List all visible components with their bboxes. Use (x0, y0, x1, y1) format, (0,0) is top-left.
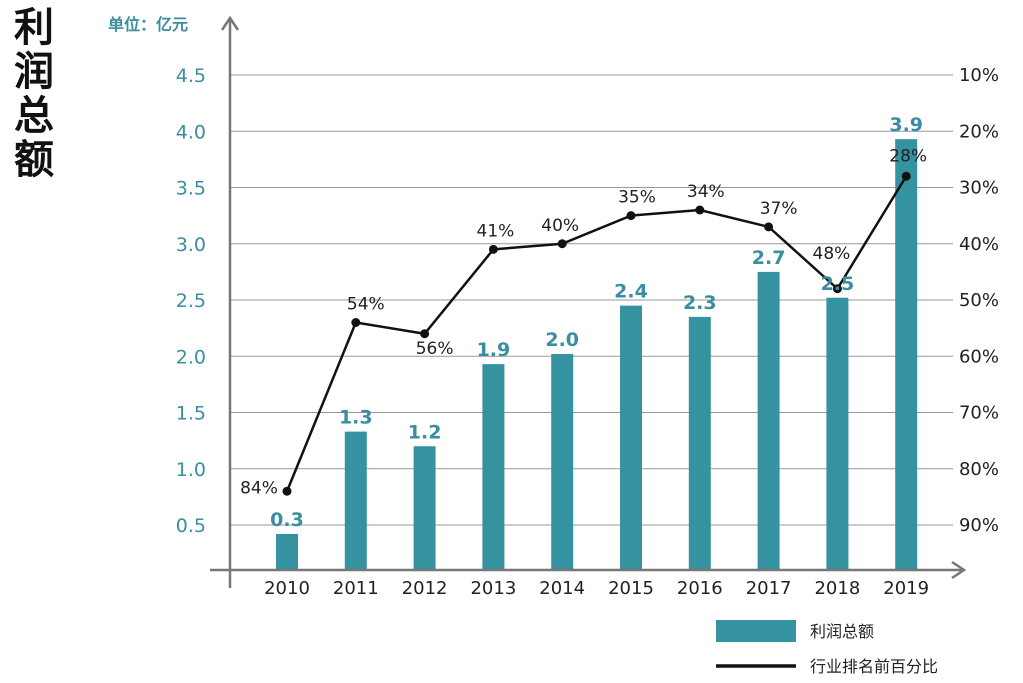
line-point (282, 486, 292, 496)
x-tick-label: 2017 (746, 578, 792, 599)
legend-label: 利润总额 (810, 622, 874, 641)
left-tick-label: 3.5 (176, 178, 206, 200)
bars-layer (276, 139, 918, 570)
x-tick-label: 2015 (608, 578, 654, 599)
right-tick-label: 90% (959, 515, 999, 536)
x-tick-label: 2011 (333, 578, 379, 599)
left-tick-label: 4.5 (176, 65, 206, 87)
side-title-char: 润 (14, 49, 54, 95)
line-point (626, 211, 636, 221)
right-tick-label: 80% (959, 459, 999, 480)
left-tick-label: 1.5 (176, 403, 206, 425)
bar (826, 297, 849, 570)
left-tick-label: 3.0 (176, 234, 206, 256)
right-tick-label: 20% (959, 121, 999, 142)
line-value-label: 34% (687, 182, 725, 202)
bar (688, 316, 711, 570)
unit-label: 单位：亿元 (108, 15, 188, 34)
line-value-label: 48% (813, 244, 851, 264)
bar-value-label: 1.2 (408, 421, 442, 443)
bar (895, 139, 918, 570)
percentile-line (285, 175, 908, 492)
x-tick-label: 2019 (883, 578, 929, 599)
legend-label: 行业排名前百分比 (810, 657, 938, 676)
bar (551, 354, 574, 570)
bar-value-label: 2.3 (683, 292, 717, 314)
left-tick-label: 2.5 (176, 290, 206, 312)
line-point (901, 171, 911, 181)
side-title-char: 利 (14, 5, 54, 51)
line-point (420, 329, 430, 339)
x-tick-label: 2014 (539, 578, 585, 599)
side-title-char: 额 (14, 137, 54, 183)
bar-value-label: 1.9 (477, 339, 511, 361)
x-tick-label: 2016 (677, 578, 723, 599)
bar (482, 364, 505, 570)
right-tick-label: 10% (959, 65, 999, 86)
x-axis-arrow (951, 560, 967, 580)
line-point (557, 239, 567, 249)
line-value-label: 37% (760, 199, 798, 219)
line-point (351, 318, 361, 327)
bar-value-label: 3.9 (889, 114, 923, 136)
bar-value-label: 2.5 (821, 273, 855, 295)
bar-value-label: 2.0 (545, 329, 579, 351)
bar (757, 271, 780, 570)
left-tick-label: 0.5 (176, 515, 206, 537)
line-point (695, 205, 705, 215)
bar (620, 305, 642, 570)
legend-bar-swatch (716, 620, 796, 642)
line-value-label: 41% (477, 221, 515, 241)
right-tick-label: 50% (959, 290, 999, 311)
bar-value-label: 1.3 (339, 407, 373, 429)
left-tick-label: 1.0 (176, 459, 206, 481)
bar-value-label: 2.4 (614, 281, 648, 303)
bar (344, 431, 367, 570)
grid-layer (230, 74, 953, 526)
line-value-label: 54% (347, 295, 385, 315)
bar-value-label: 2.7 (752, 247, 786, 269)
line-value-label: 35% (618, 188, 656, 208)
line-point (764, 222, 774, 232)
x-tick-label: 2013 (470, 578, 516, 599)
side-title-char: 总 (14, 93, 54, 139)
right-tick-label: 60% (959, 346, 999, 367)
line-value-label: 84% (240, 478, 278, 498)
right-tick-label: 40% (959, 234, 999, 255)
side-title: 利 润 总 额 (10, 6, 58, 182)
bar (276, 534, 298, 570)
line-layer (282, 171, 911, 496)
labels-layer: 0.5 1.0 1.5 2.0 2.5 3.0 3.5 4.0 4.5 10% 20% 30% 40% 5… (176, 65, 999, 599)
x-tick-label: 2018 (814, 578, 860, 599)
x-tick-label: 2012 (402, 578, 448, 599)
line-value-label: 56% (416, 339, 454, 359)
x-tick-label: 2010 (264, 578, 310, 599)
left-tick-label: 2.0 (176, 346, 206, 368)
right-tick-label: 30% (959, 178, 999, 199)
axes-layer (210, 15, 967, 588)
line-value-label: 28% (889, 146, 927, 166)
line-point (832, 284, 842, 294)
right-tick-label: 70% (959, 403, 999, 424)
bar (413, 446, 436, 570)
bar-value-label: 0.3 (270, 509, 304, 531)
line-point (488, 244, 498, 254)
line-value-label: 40% (541, 216, 579, 236)
left-tick-label: 4.0 (176, 121, 206, 143)
y-axis-arrow (220, 15, 240, 31)
